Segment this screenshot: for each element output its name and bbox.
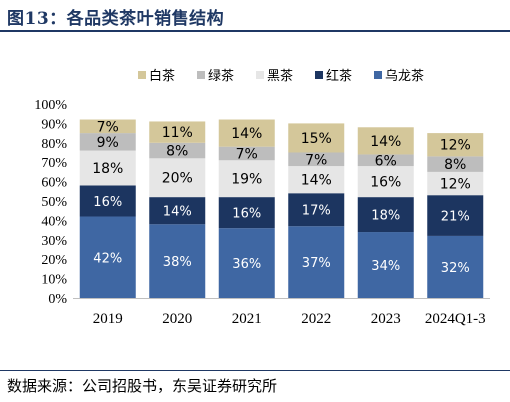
bar-segment [357,166,414,198]
data-label: 8% [166,144,188,160]
legend-label: 白茶 [149,68,175,84]
stacked-bar-chart: 0% 10% 20% 30% 40% 50% 60% 70% 80% 90% 100% 42% 16% 1… [34,68,490,327]
data-label: 14% [163,205,192,220]
bar-segment [427,133,484,157]
data-label: 20% [162,171,193,187]
source-note: 数据来源：公司招股书，东吴证券研究所 [7,377,278,395]
y-tick-label: 70% [41,156,67,171]
bar-segment [288,152,345,167]
data-label: 34% [371,259,400,274]
data-label: 36% [232,257,261,272]
data-label: 7% [97,119,119,135]
y-tick-label: 100% [34,98,67,113]
data-label: 6% [375,153,397,169]
bar-segment [149,142,206,159]
bar-segment [149,121,206,143]
data-label: 15% [301,131,332,147]
y-tick-label: 10% [41,273,67,288]
bar-segment [218,197,275,229]
legend-label: 乌龙茶 [385,68,424,84]
x-tick-label: 2024Q1-3 [425,311,486,327]
data-label: 38% [163,255,192,270]
y-tick-label: 20% [41,253,67,268]
bar-segment [79,119,136,134]
data-label: 7% [236,146,258,162]
bar-segment [427,156,484,172]
data-label: 12% [440,138,471,154]
bar-segment [218,146,275,161]
data-label: 12% [440,177,471,193]
data-label: 37% [302,256,331,271]
x-tick-label: 2020 [162,311,192,327]
data-label: 32% [441,261,470,276]
bar-segment [149,158,206,198]
bar-segment [427,195,484,236]
data-label: 16% [232,207,261,222]
bar-segment [288,166,345,194]
legend-swatch [315,71,323,79]
data-label: 18% [92,161,123,177]
data-label: 16% [370,175,401,191]
data-label: 42% [93,251,122,266]
legend-swatch [138,71,146,79]
bar-segment [218,228,275,298]
data-label: 11% [162,125,193,141]
data-label: 21% [441,210,470,225]
legend-label: 绿茶 [208,68,234,84]
data-label: 18% [371,209,400,224]
data-label: 19% [231,172,262,188]
bar-segment [427,235,484,298]
x-tick-label: 2021 [232,311,262,327]
bar-segment [79,185,136,217]
bar-segment [288,193,345,227]
x-tick-label: 2022 [301,311,331,327]
data-label: 17% [302,204,331,219]
title-divider [0,30,510,32]
data-label: 7% [305,152,327,168]
data-label: 14% [301,173,332,189]
bar-segment [218,119,275,147]
y-tick-label: 90% [41,117,67,132]
data-label: 14% [370,134,401,150]
bar-segment [218,160,275,198]
bar-segment [357,197,414,233]
bar-segment [288,123,345,153]
bar-segment [149,197,206,225]
y-tick-label: 50% [41,195,67,210]
y-tick-label: 60% [41,176,67,191]
bar-segment [149,224,206,298]
data-label: 8% [444,157,466,173]
bar-segment [79,216,136,298]
data-label: 9% [97,135,119,151]
legend-swatch [197,71,205,79]
x-tick-label: 2019 [93,311,123,327]
data-label: 14% [231,126,262,142]
bar-segment [357,232,414,298]
legend-label: 黑茶 [267,68,293,84]
chart-title: 图13：各品类茶叶销售结构 [7,9,225,29]
y-tick-label: 80% [41,137,67,152]
legend-label: 红茶 [326,68,352,84]
data-label: 16% [93,195,122,210]
bar-segment [357,154,414,167]
y-tick-label: 30% [41,234,67,249]
y-tick-label: 0% [48,292,67,307]
bar-segment [357,127,414,155]
y-tick-label: 40% [41,214,67,229]
legend-swatch [256,71,264,79]
legend-swatch [374,71,382,79]
bar-segment [79,150,136,186]
bar-segment [288,226,345,298]
bar-segment [79,133,136,151]
bar-segment [427,171,484,196]
source-divider [0,370,510,371]
x-tick-label: 2023 [371,311,401,327]
